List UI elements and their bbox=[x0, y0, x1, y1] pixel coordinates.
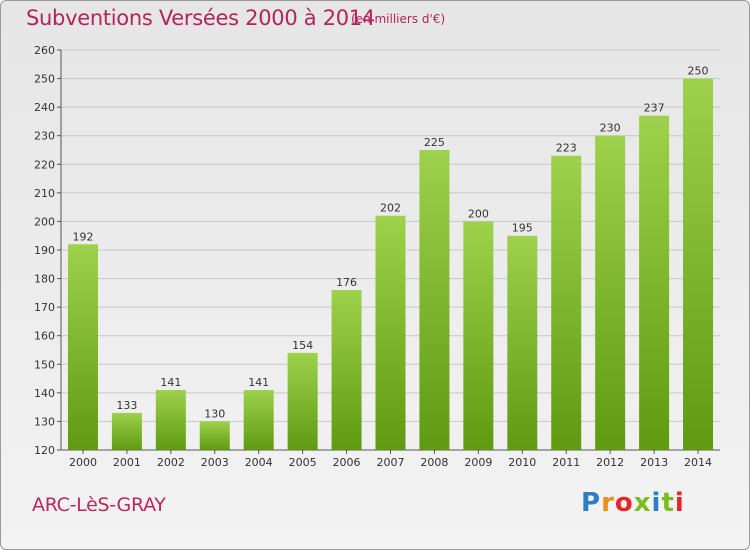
data-label-2014: 250 bbox=[688, 65, 709, 78]
x-tick-label: 2006 bbox=[333, 456, 361, 469]
data-label-2008: 225 bbox=[424, 136, 445, 149]
bar-2007 bbox=[375, 215, 406, 450]
commune-name: ARC-LèS-GRAY bbox=[32, 494, 166, 516]
x-tick-label: 2011 bbox=[552, 456, 580, 469]
x-axis-ticks: 2000 2001 2002 2003 2004 2005 2006 2007 2008 2009… bbox=[69, 450, 712, 469]
x-tick-label: 2007 bbox=[377, 456, 405, 469]
bar-2010 bbox=[507, 235, 538, 450]
chart-title: Subventions Versées 2000 à 2014 bbox=[26, 6, 375, 30]
y-tick-label: 130 bbox=[34, 415, 55, 428]
y-tick-label: 150 bbox=[34, 358, 55, 371]
bar-2008 bbox=[419, 150, 450, 450]
y-tick-label: 160 bbox=[34, 330, 55, 343]
y-tick-label: 250 bbox=[34, 73, 55, 86]
proxiti-logo: Proxiti bbox=[581, 488, 685, 518]
x-tick-label: 2009 bbox=[464, 456, 492, 469]
bar-2005 bbox=[287, 352, 318, 450]
y-tick-label: 190 bbox=[34, 244, 55, 257]
y-tick-label: 220 bbox=[34, 158, 55, 171]
y-tick-label: 260 bbox=[34, 44, 55, 57]
bar-2006 bbox=[331, 290, 362, 450]
y-axis-ticks: 120 130 140 150 160 170 180 190 200 210 220 230 240 2… bbox=[34, 44, 61, 457]
y-tick-label: 240 bbox=[34, 101, 55, 114]
data-label-2006: 176 bbox=[336, 276, 357, 289]
bar-2003 bbox=[199, 421, 230, 450]
bar-2012 bbox=[595, 135, 626, 450]
data-label-2004: 141 bbox=[248, 376, 269, 389]
y-tick-label: 210 bbox=[34, 187, 55, 200]
data-label-2009: 200 bbox=[468, 207, 489, 220]
x-tick-label: 2002 bbox=[157, 456, 185, 469]
x-tick-label: 2010 bbox=[508, 456, 536, 469]
bar-2009 bbox=[463, 221, 494, 450]
bar-2011 bbox=[551, 155, 582, 450]
data-label-2005: 154 bbox=[292, 339, 313, 352]
data-label-2001: 133 bbox=[116, 399, 137, 412]
y-tick-label: 200 bbox=[34, 215, 55, 228]
x-tick-label: 2012 bbox=[596, 456, 624, 469]
data-label-2010: 195 bbox=[512, 222, 533, 235]
data-label-2013: 237 bbox=[644, 102, 665, 115]
y-tick-label: 230 bbox=[34, 130, 55, 143]
bar-2002 bbox=[155, 390, 186, 450]
x-tick-label: 2005 bbox=[289, 456, 317, 469]
data-label-2012: 230 bbox=[600, 122, 621, 135]
data-label-2002: 141 bbox=[160, 376, 181, 389]
bar-2013 bbox=[639, 115, 670, 450]
x-tick-label: 2014 bbox=[684, 456, 712, 469]
x-tick-label: 2008 bbox=[420, 456, 448, 469]
y-tick-label: 180 bbox=[34, 273, 55, 286]
y-tick-label: 120 bbox=[34, 444, 55, 457]
bar-2004 bbox=[243, 390, 274, 450]
bars bbox=[67, 78, 714, 451]
data-label-2007: 202 bbox=[380, 202, 401, 215]
x-tick-label: 2000 bbox=[69, 456, 97, 469]
bar-2014 bbox=[683, 78, 714, 451]
unit-label: (en milliers d'€) bbox=[351, 12, 446, 26]
x-tick-label: 2001 bbox=[113, 456, 141, 469]
x-tick-label: 2004 bbox=[245, 456, 273, 469]
data-labels: 192 133 141 130 141 154 176 202 225 200 195 223 230 2… bbox=[72, 65, 708, 421]
y-tick-label: 140 bbox=[34, 387, 55, 400]
bar-2001 bbox=[111, 412, 142, 450]
bar-2000 bbox=[67, 244, 98, 450]
data-label-2003: 130 bbox=[204, 407, 225, 420]
x-tick-label: 2003 bbox=[201, 456, 229, 469]
data-label-2011: 223 bbox=[556, 142, 577, 155]
x-tick-label: 2013 bbox=[640, 456, 668, 469]
data-label-2000: 192 bbox=[72, 230, 93, 243]
y-tick-label: 170 bbox=[34, 301, 55, 314]
